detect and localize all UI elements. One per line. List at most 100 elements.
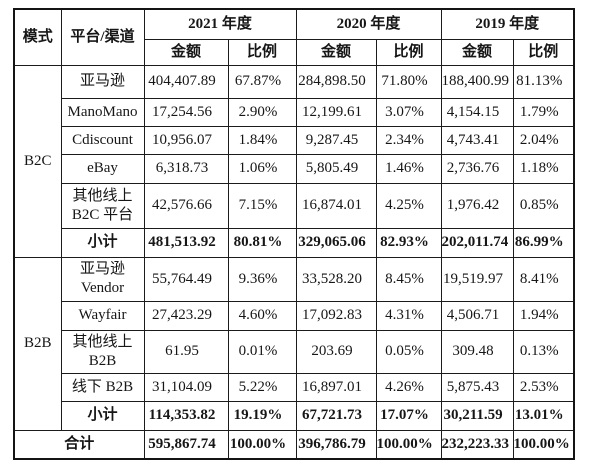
amount-cell: 1,976.42 [440, 182, 514, 229]
platform-cell: 其他线上 B2B [60, 329, 145, 374]
amount-cell: 5,875.43 [440, 372, 514, 402]
amount-cell: 203.69 [295, 329, 377, 374]
table-row-ebay: eBay 6,318.73 1.06% 5,805.49 1.46% 2,736… [14, 153, 575, 184]
amount-cell: 4,743.41 [440, 125, 514, 155]
amount-cell: 114,353.82 [143, 400, 229, 431]
mode-cell-b2b: B2B [13, 256, 62, 431]
header-row-years: 模式 平台/渠道 2021 年度 2020 年度 2019 年度 [13, 8, 575, 66]
amount-cell: 16,897.01 [295, 372, 377, 402]
ratio-cell: 100.00% [375, 429, 442, 460]
ratio-cell: 1.06% [227, 153, 297, 184]
ratio-cell: 81.13% [512, 64, 575, 99]
ratio-cell: 1.79% [512, 97, 575, 127]
platform-cell: 亚马逊 [60, 64, 145, 99]
header-year-2020: 2020 年度 [295, 8, 442, 40]
amount-cell: 188,400.99 [440, 64, 514, 99]
header-amount-2021: 金额 [143, 38, 229, 66]
header-year-2019: 2019 年度 [440, 8, 575, 40]
amount-cell: 55,764.49 [143, 256, 229, 302]
amount-cell: 2,736.76 [440, 153, 514, 184]
platform-cell: 线下 B2B [60, 372, 145, 402]
header-platform: 平台/渠道 [60, 8, 145, 66]
header-ratio-2019: 比例 [512, 38, 575, 66]
amount-cell: 17,254.56 [143, 97, 229, 127]
platform-cell: Cdiscount [60, 125, 145, 155]
ratio-cell: 100.00% [227, 429, 297, 460]
amount-cell: 329,065.06 [295, 227, 377, 258]
amount-cell: 16,874.01 [295, 182, 377, 229]
amount-cell: 17,092.83 [295, 300, 377, 331]
amount-cell: 4,506.71 [440, 300, 514, 331]
ratio-cell: 80.81% [227, 227, 297, 258]
revenue-by-platform-table: 模式 平台/渠道 2021 年度 2020 年度 2019 年度 金额 比例 金… [13, 8, 576, 460]
ratio-cell: 82.93% [375, 227, 442, 258]
mode-cell-b2c: B2C [13, 64, 62, 258]
amount-cell: 309.48 [440, 329, 514, 374]
platform-cell: Wayfair [60, 300, 145, 331]
table-row-offline-b2b: 线下 B2B 31,104.09 5.22% 16,897.01 4.26% 5… [14, 372, 575, 402]
ratio-cell: 4.60% [227, 300, 297, 331]
ratio-cell: 4.26% [375, 372, 442, 402]
amount-cell: 27,423.29 [143, 300, 229, 331]
ratio-cell: 0.05% [375, 329, 442, 374]
subtotal-label: 小计 [60, 400, 145, 431]
platform-cell: eBay [60, 153, 145, 184]
amount-cell: 42,576.66 [143, 182, 229, 229]
ratio-cell: 1.84% [227, 125, 297, 155]
table-row-amazon-vendor: B2B 亚马逊 Vendor 55,764.49 9.36% 33,528.20… [13, 256, 575, 431]
ratio-cell: 0.85% [512, 182, 575, 229]
amount-cell: 396,786.79 [295, 429, 377, 460]
amount-cell: 202,011.74 [440, 227, 514, 258]
ratio-cell: 67.87% [227, 64, 297, 99]
ratio-cell: 9.36% [227, 256, 297, 302]
amount-cell: 284,898.50 [295, 64, 377, 99]
table-row-other-b2b: 其他线上 B2B 61.95 0.01% 203.69 0.05% 309.48… [14, 329, 575, 374]
table-row-b2c-subtotal: 小计 481,513.92 80.81% 329,065.06 82.93% 2… [14, 227, 575, 258]
ratio-cell: 2.34% [375, 125, 442, 155]
amount-cell: 19,519.97 [440, 256, 514, 302]
ratio-cell: 2.04% [512, 125, 575, 155]
amount-cell: 12,199.61 [295, 97, 377, 127]
ratio-cell: 86.99% [512, 227, 575, 258]
ratio-cell: 5.22% [227, 372, 297, 402]
amount-cell: 232,223.33 [440, 429, 514, 460]
amount-cell: 481,513.92 [143, 227, 229, 258]
ratio-cell: 4.25% [375, 182, 442, 229]
header-year-2021: 2021 年度 [143, 8, 297, 40]
ratio-cell: 4.31% [375, 300, 442, 331]
amount-cell: 5,805.49 [295, 153, 377, 184]
platform-cell: 亚马逊 Vendor [60, 256, 145, 302]
amount-cell: 33,528.20 [295, 256, 377, 302]
table-row-wayfair: Wayfair 27,423.29 4.60% 17,092.83 4.31% … [14, 300, 575, 331]
amount-cell: 6,318.73 [143, 153, 229, 184]
header-ratio-2021: 比例 [227, 38, 297, 66]
ratio-cell: 1.94% [512, 300, 575, 331]
ratio-cell: 13.01% [512, 400, 575, 431]
header-amount-2020: 金额 [295, 38, 377, 66]
table-row-b2b-subtotal: 小计 114,353.82 19.19% 67,721.73 17.07% 30… [14, 400, 575, 431]
total-label: 合计 [13, 429, 145, 460]
amount-cell: 61.95 [143, 329, 229, 374]
amount-cell: 595,867.74 [143, 429, 229, 460]
amount-cell: 67,721.73 [295, 400, 377, 431]
ratio-cell: 100.00% [512, 429, 575, 460]
ratio-cell: 7.15% [227, 182, 297, 229]
ratio-cell: 3.07% [375, 97, 442, 127]
header-row-measures: 金额 比例 金额 比例 金额 比例 [14, 38, 575, 66]
platform-cell: 其他线上 B2C 平台 [60, 182, 145, 229]
platform-cell: ManoMano [60, 97, 145, 127]
ratio-cell: 2.53% [512, 372, 575, 402]
ratio-cell: 0.01% [227, 329, 297, 374]
table-row-cdiscount: Cdiscount 10,956.07 1.84% 9,287.45 2.34%… [14, 125, 575, 155]
amount-cell: 31,104.09 [143, 372, 229, 402]
amount-cell: 30,211.59 [440, 400, 514, 431]
amount-cell: 4,154.15 [440, 97, 514, 127]
ratio-cell: 1.46% [375, 153, 442, 184]
ratio-cell: 2.90% [227, 97, 297, 127]
table-row-total: 合计 595,867.74 100.00% 396,786.79 100.00%… [13, 429, 575, 460]
amount-cell: 404,407.89 [143, 64, 229, 99]
ratio-cell: 0.13% [512, 329, 575, 374]
ratio-cell: 1.18% [512, 153, 575, 184]
amount-cell: 10,956.07 [143, 125, 229, 155]
